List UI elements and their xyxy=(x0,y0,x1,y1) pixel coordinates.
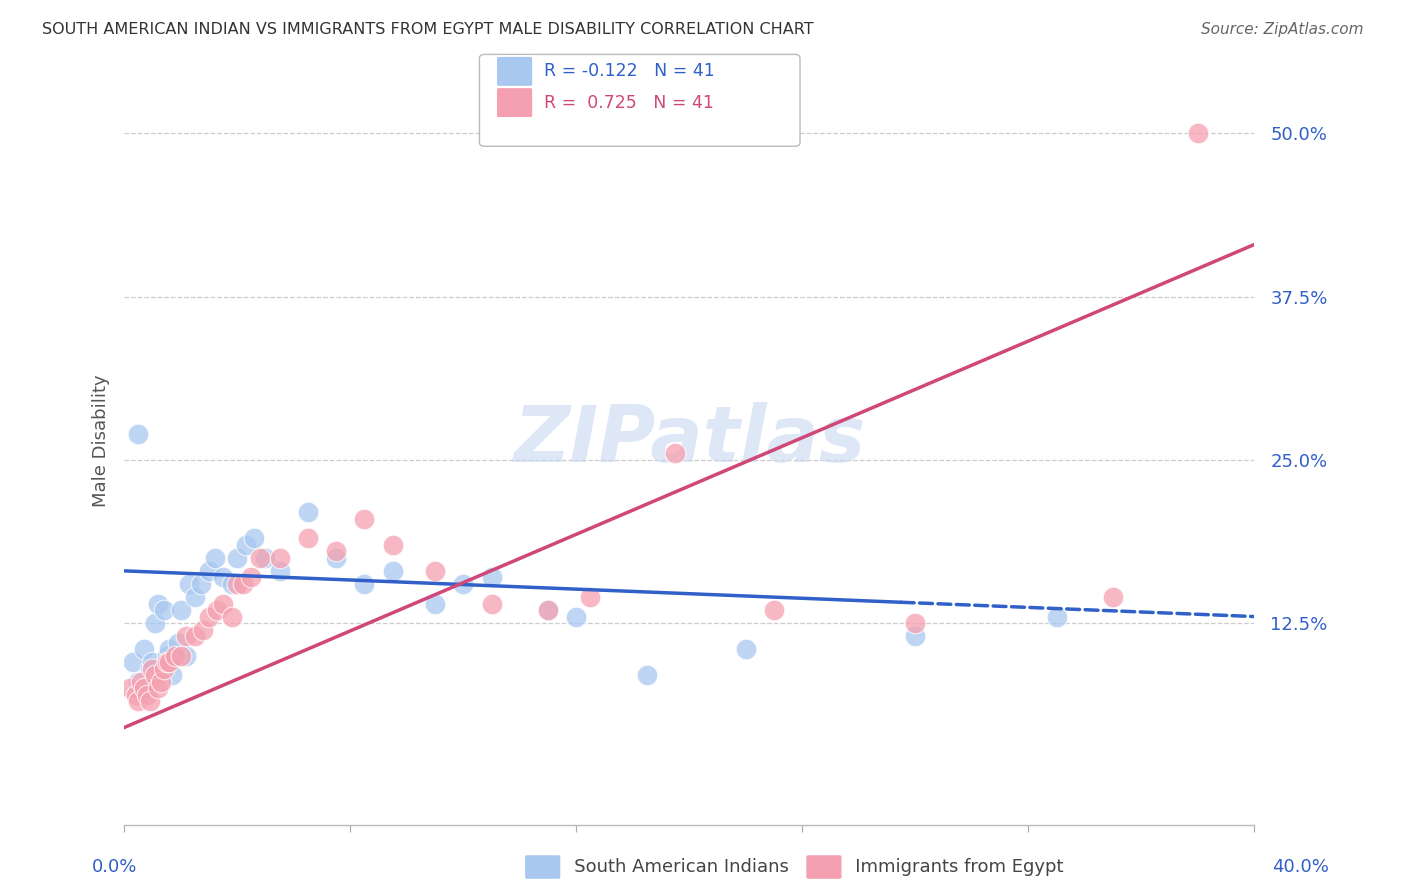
Text: South American Indians: South American Indians xyxy=(534,858,789,876)
Point xyxy=(381,564,404,578)
Point xyxy=(481,597,503,611)
Text: 0.0%: 0.0% xyxy=(91,858,136,876)
Point xyxy=(537,603,560,617)
Point xyxy=(127,694,149,708)
Point xyxy=(297,531,319,545)
Point xyxy=(135,681,157,696)
Point xyxy=(159,642,181,657)
Point xyxy=(170,648,193,663)
Text: R = -0.122   N = 41: R = -0.122 N = 41 xyxy=(544,62,714,80)
Point xyxy=(129,674,152,689)
Point xyxy=(127,674,149,689)
Point xyxy=(170,603,193,617)
Point xyxy=(155,648,177,663)
Point xyxy=(243,531,266,545)
Point xyxy=(198,609,221,624)
Point xyxy=(167,635,190,649)
Point xyxy=(325,550,347,565)
Point xyxy=(155,655,177,669)
Point xyxy=(132,642,155,657)
Text: Immigrants from Egypt: Immigrants from Egypt xyxy=(815,858,1064,876)
Point xyxy=(734,642,756,657)
Point xyxy=(152,662,174,676)
Point xyxy=(198,564,221,578)
Point xyxy=(226,550,249,565)
Point xyxy=(451,577,474,591)
Point xyxy=(636,668,658,682)
Y-axis label: Male Disability: Male Disability xyxy=(93,374,110,507)
Point xyxy=(1187,127,1209,141)
Point xyxy=(165,648,187,663)
Point xyxy=(184,590,207,604)
Point xyxy=(565,609,588,624)
Point xyxy=(204,550,226,565)
Point xyxy=(481,570,503,584)
Point xyxy=(537,603,560,617)
Text: SOUTH AMERICAN INDIAN VS IMMIGRANTS FROM EGYPT MALE DISABILITY CORRELATION CHART: SOUTH AMERICAN INDIAN VS IMMIGRANTS FROM… xyxy=(42,22,814,37)
Text: R =  0.725   N = 41: R = 0.725 N = 41 xyxy=(544,94,714,112)
Point xyxy=(143,616,166,631)
Point xyxy=(146,681,169,696)
Point xyxy=(184,629,207,643)
Point xyxy=(1045,609,1067,624)
Point xyxy=(179,577,201,591)
Point xyxy=(143,668,166,682)
Point xyxy=(152,603,174,617)
Point xyxy=(141,662,163,676)
Point xyxy=(240,570,263,584)
Point xyxy=(579,590,602,604)
Point xyxy=(297,505,319,519)
Text: Source: ZipAtlas.com: Source: ZipAtlas.com xyxy=(1201,22,1364,37)
Point xyxy=(235,538,257,552)
Point xyxy=(221,609,243,624)
Point xyxy=(1102,590,1125,604)
Point xyxy=(193,623,215,637)
Point xyxy=(221,577,243,591)
Point xyxy=(226,577,249,591)
Point xyxy=(141,655,163,669)
Point xyxy=(190,577,212,591)
Point xyxy=(353,511,375,525)
Point xyxy=(763,603,786,617)
Point xyxy=(121,655,143,669)
Point xyxy=(423,564,446,578)
Point xyxy=(207,603,229,617)
Text: 40.0%: 40.0% xyxy=(1272,858,1329,876)
Point xyxy=(159,655,181,669)
Point xyxy=(135,688,157,702)
Point xyxy=(423,597,446,611)
Point xyxy=(254,550,277,565)
Point xyxy=(146,597,169,611)
Point xyxy=(325,544,347,558)
Point xyxy=(269,550,291,565)
Point xyxy=(904,616,927,631)
Point xyxy=(132,681,155,696)
Point xyxy=(269,564,291,578)
Point xyxy=(127,426,149,441)
Point xyxy=(162,668,184,682)
Point xyxy=(212,597,235,611)
Point xyxy=(212,570,235,584)
Point xyxy=(353,577,375,591)
Point xyxy=(149,674,172,689)
Point xyxy=(176,629,198,643)
Point xyxy=(118,681,141,696)
Point xyxy=(124,688,146,702)
Point xyxy=(232,577,254,591)
Point xyxy=(138,662,160,676)
Point xyxy=(176,648,198,663)
Point xyxy=(664,446,686,460)
Text: ZIPatlas: ZIPatlas xyxy=(513,402,866,478)
Point xyxy=(249,550,271,565)
Point xyxy=(904,629,927,643)
Point xyxy=(381,538,404,552)
Point xyxy=(138,694,160,708)
